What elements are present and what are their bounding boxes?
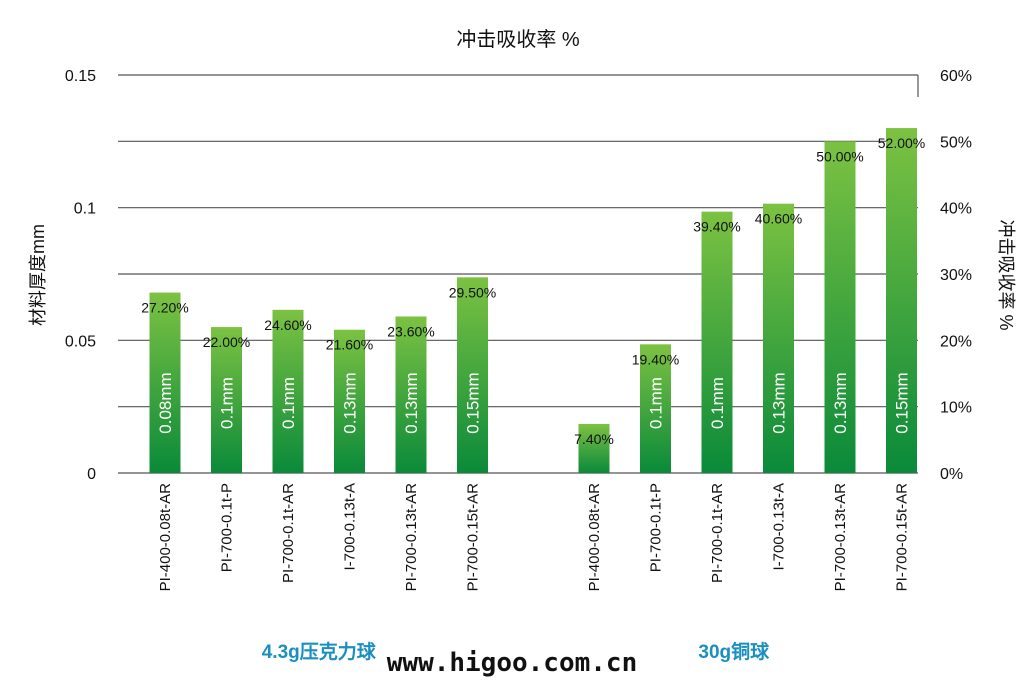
thickness-label: 0.1mm (218, 377, 237, 429)
bar (640, 344, 671, 473)
data-label: 50.00% (816, 148, 863, 164)
right-tick-label: 60% (940, 68, 972, 85)
watermark: www.higoo.com.cn (387, 648, 637, 678)
bar (763, 203, 794, 474)
category-label: PI-400-0.08t-AR (157, 483, 174, 592)
category-label: PI-700-0.1t-AR (280, 483, 297, 583)
bar (457, 277, 488, 473)
data-label: 7.40% (574, 431, 614, 447)
thickness-label: 0.13mm (402, 372, 421, 433)
data-label: 22.00% (203, 334, 250, 350)
chart-title: 冲击吸收率 % (456, 28, 580, 51)
right-tick-label: 40% (940, 201, 972, 218)
bar (334, 329, 365, 473)
data-label: 40.60% (755, 211, 802, 227)
thickness-label: 0.1mm (708, 377, 727, 429)
category-label: PI-700-0.13t-AR (832, 483, 849, 592)
thickness-label: 0.08mm (156, 372, 175, 433)
thickness-label: 0.15mm (464, 372, 483, 433)
left-tick-label: 0.05 (65, 333, 96, 350)
category-label: PI-700-0.1t-P (648, 483, 665, 572)
bar (211, 327, 242, 473)
category-label: PI-700-0.15t-AR (465, 483, 482, 592)
thickness-label: 0.13mm (770, 372, 789, 433)
category-label: PI-700-0.1t-P (219, 483, 236, 572)
right-tick-label: 10% (940, 400, 972, 417)
thickness-label: 0.15mm (893, 372, 912, 433)
right-tick-label: 20% (940, 333, 972, 350)
right-axis-title: 冲击吸收率 % (996, 219, 1016, 330)
data-label: 23.60% (387, 323, 434, 339)
category-label: I-700-0.13t-A (342, 483, 359, 571)
category-label: PI-400-0.08t-AR (586, 483, 603, 592)
category-label: PI-700-0.15t-AR (894, 483, 911, 592)
gridlines (118, 74, 919, 474)
left-tick-label: 0 (87, 466, 96, 483)
left-axis-ticks: 0 0.05 0.1 0.15 (65, 68, 96, 483)
right-axis-ticks: 0% 10% 20% 30% 40% 50% 60% (940, 68, 972, 483)
data-label: 52.00% (878, 135, 925, 151)
bar-series: 27.20% 0.08mm 22.00% 0.1mm 24.60% 0.1mm 21.60%… (141, 128, 925, 474)
category-label: I-700-0.13t-A (771, 483, 788, 571)
thickness-label: 0.1mm (647, 377, 666, 429)
thickness-label: 0.13mm (831, 372, 850, 433)
bar (149, 292, 181, 473)
category-label: PI-700-0.1t-AR (709, 483, 726, 583)
bar (578, 423, 610, 473)
right-tick-label: 0% (940, 466, 963, 483)
bar (824, 141, 856, 474)
category-label: PI-700-0.13t-AR (403, 483, 420, 592)
data-label: 27.20% (141, 300, 188, 316)
data-label: 29.50% (449, 284, 496, 300)
thickness-label: 0.1mm (279, 377, 298, 429)
thickness-label: 0.13mm (341, 372, 360, 433)
right-tick-label: 30% (940, 267, 972, 284)
data-label: 19.40% (632, 351, 679, 367)
data-label: 24.60% (264, 317, 311, 333)
left-tick-label: 0.15 (65, 68, 96, 85)
bar (272, 309, 304, 473)
group-label: 4.3g压克力球 (262, 640, 377, 663)
group-labels: 4.3g压克力球 30g铜球 (262, 640, 770, 663)
left-tick-label: 0.1 (74, 201, 96, 218)
left-axis-title: 材料厚度mm (28, 224, 48, 326)
group-label: 30g铜球 (698, 640, 770, 663)
bar (395, 316, 427, 473)
bar (701, 211, 733, 473)
category-labels: PI-400-0.08t-AR PI-700-0.1t-P PI-700-0.1t-… (157, 483, 911, 592)
data-label: 21.60% (326, 337, 373, 353)
bar (886, 128, 917, 474)
right-tick-label: 50% (940, 134, 972, 151)
data-label: 39.40% (693, 219, 740, 235)
